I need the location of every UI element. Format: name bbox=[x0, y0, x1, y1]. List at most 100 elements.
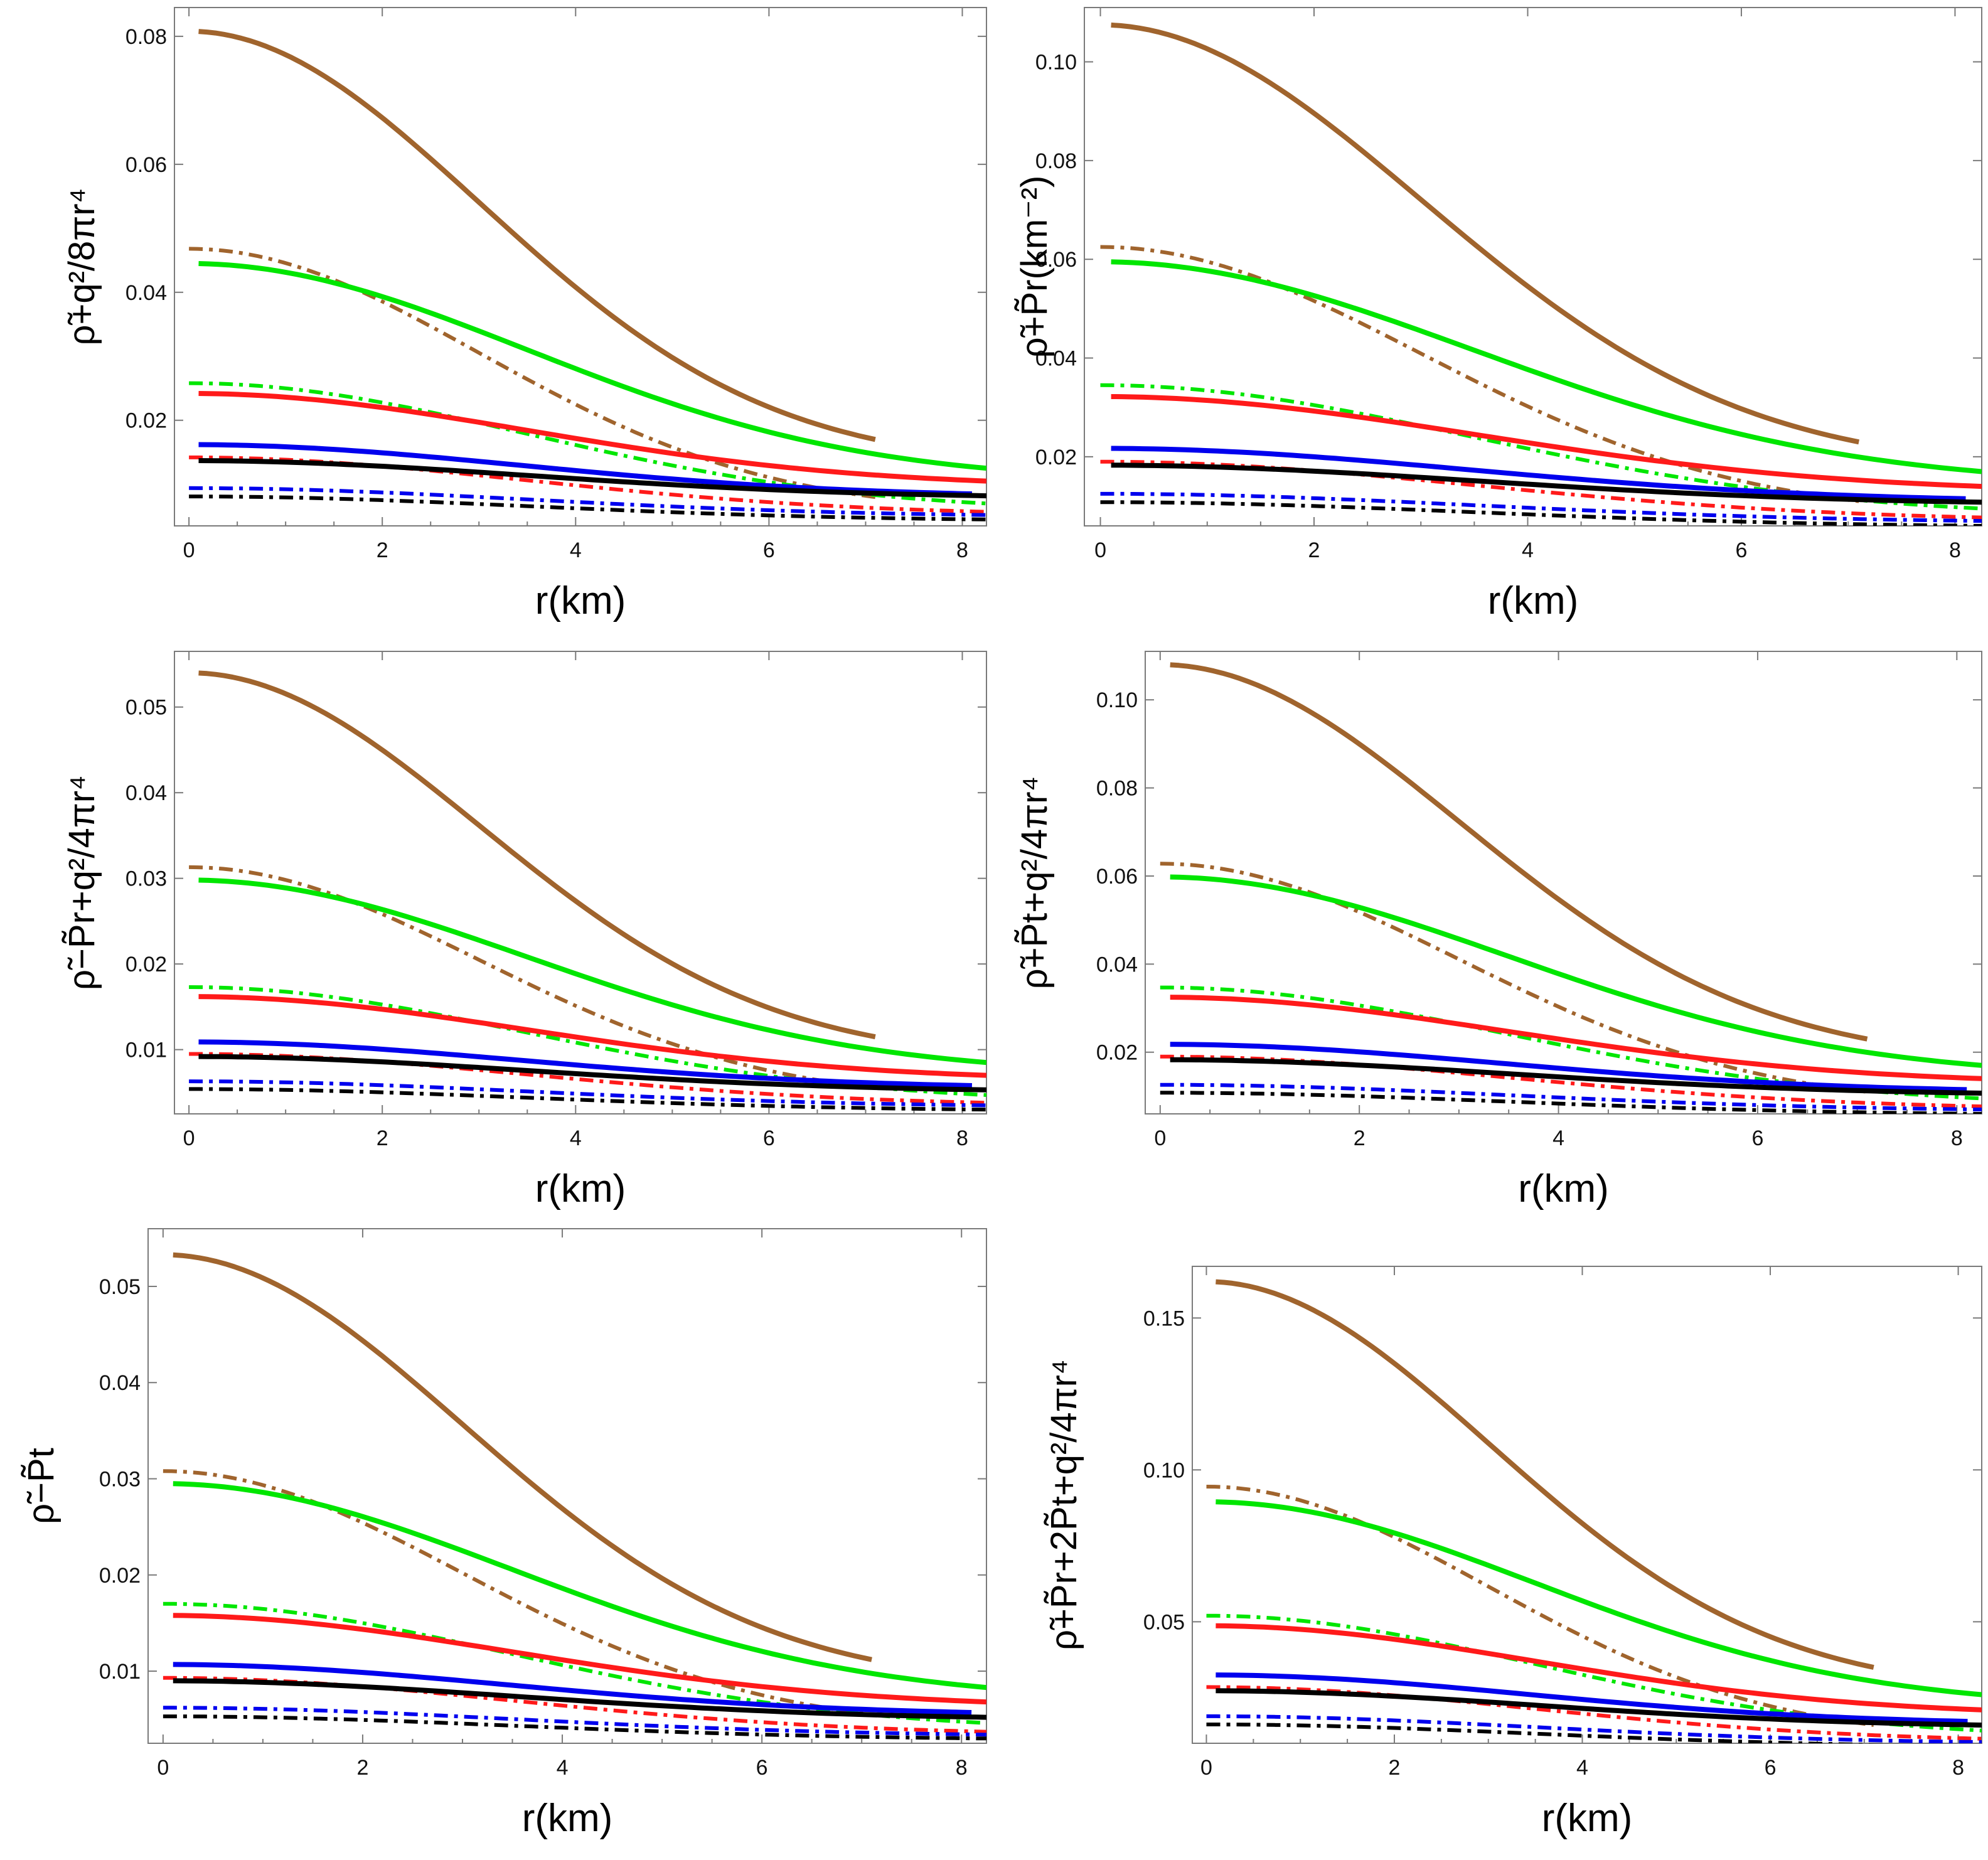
y-tick-label: 0.10 bbox=[1035, 51, 1077, 75]
y-tick-label: 0.08 bbox=[126, 25, 167, 49]
series-line-black-solid bbox=[1170, 1057, 1982, 1096]
series-line-black-dot-dashed bbox=[189, 1087, 986, 1112]
series-line-brown-dot-dashed bbox=[1160, 862, 1868, 1094]
series-line-red-dot-dashed bbox=[1160, 1054, 1982, 1109]
series-line-black-solid bbox=[198, 1054, 986, 1093]
x-tick-label: 6 bbox=[1736, 538, 1748, 562]
plot-frame bbox=[1192, 1266, 1982, 1744]
y-tick-label: 0.05 bbox=[126, 696, 167, 720]
series-line-green-solid bbox=[1170, 874, 1982, 1068]
y-tick-label: 0.02 bbox=[126, 953, 167, 976]
y-axis-label: ρ̃+P̃r+2P̃t+q²/4πr⁴ bbox=[1044, 1359, 1084, 1650]
x-tick-label: 8 bbox=[1949, 538, 1961, 562]
series-line-red-solid bbox=[198, 994, 986, 1078]
series-line-green-solid bbox=[1111, 259, 1982, 474]
x-tick-label: 0 bbox=[157, 1756, 169, 1780]
series-line-black-dot-dashed bbox=[163, 1714, 986, 1741]
x-tick-label: 2 bbox=[1308, 538, 1320, 562]
series-line-blue-solid bbox=[198, 1039, 973, 1088]
series-line-brown-dot-dashed bbox=[1206, 1485, 1874, 1727]
x-tick-label: 4 bbox=[570, 1126, 582, 1150]
y-tick-label: 0.02 bbox=[126, 409, 167, 433]
series-line-blue-dot-dashed bbox=[163, 1706, 986, 1737]
y-tick-label: 0.02 bbox=[1096, 1041, 1138, 1065]
series-line-black-solid bbox=[1111, 462, 1982, 505]
chart-panel-1: 0 2 4 6 8 0.02 0.04 0.06 0.08 r(km) ρ̃+q²/8πr⁴ bbox=[61, 7, 987, 623]
y-tick-label: 0.08 bbox=[1096, 777, 1138, 801]
y-tick-label: 0.08 bbox=[1035, 149, 1077, 173]
series-group bbox=[189, 29, 986, 521]
series-line-black-dot-dashed bbox=[1160, 1091, 1982, 1114]
y-tick-label: 0.06 bbox=[1096, 865, 1138, 889]
series-line-brown-dot-dashed bbox=[163, 1469, 872, 1716]
y-tick-label: 0.03 bbox=[126, 867, 167, 891]
series-group bbox=[1100, 22, 1982, 526]
y-tick-label: 0.03 bbox=[99, 1468, 141, 1492]
x-tick-label: 2 bbox=[1389, 1756, 1401, 1780]
y-tick-label: 0.01 bbox=[126, 1039, 167, 1062]
chart-panel-4: 0 2 4 6 8 0.02 0.04 0.06 0.08 0.10 r(km) ρ̃+P̃t+q²/… bbox=[1014, 651, 1982, 1211]
plot-frame bbox=[174, 7, 987, 526]
x-tick-label: 0 bbox=[1094, 538, 1106, 562]
series-line-blue-dot-dashed bbox=[1100, 491, 1982, 523]
x-tick-label: 4 bbox=[1552, 1126, 1564, 1150]
series-line-black-dot-dashed bbox=[189, 494, 986, 521]
x-tick-label: 2 bbox=[356, 1756, 368, 1780]
chart-panel-5: 0 2 4 6 8 0.01 0.02 0.03 0.04 0.05 r(km) ρ̃−P̃t bbox=[21, 1228, 987, 1840]
series-line-red-solid bbox=[1111, 394, 1982, 489]
series-line-black-solid bbox=[1216, 1688, 1982, 1728]
x-tick-label: 0 bbox=[183, 1126, 195, 1150]
chart-panel-2: 0 2 4 6 8 0.02 0.04 0.06 0.08 0.10 r(km) ρ̃+P̃r(km⁻… bbox=[1014, 7, 1982, 623]
plot-frame bbox=[174, 651, 987, 1114]
x-tick-label: 0 bbox=[1154, 1126, 1166, 1150]
x-tick-label: 8 bbox=[956, 1756, 968, 1780]
x-tick-label: 4 bbox=[557, 1756, 569, 1780]
y-tick-label: 0.10 bbox=[1096, 688, 1138, 712]
series-group bbox=[1206, 1279, 1982, 1743]
plot-frame bbox=[1084, 7, 1982, 526]
x-tick-label: 2 bbox=[377, 1126, 388, 1150]
x-tick-label: 6 bbox=[763, 538, 775, 562]
y-tick-label: 0.02 bbox=[1035, 446, 1077, 469]
series-line-blue-dot-dashed bbox=[189, 486, 986, 517]
x-tick-label: 4 bbox=[570, 538, 582, 562]
series-line-blue-solid bbox=[1111, 446, 1966, 501]
y-tick-label: 0.06 bbox=[1035, 248, 1077, 272]
series-line-brown-solid bbox=[1216, 1279, 1874, 1670]
x-axis-label: r(km) bbox=[1488, 579, 1579, 623]
x-tick-label: 0 bbox=[183, 538, 195, 562]
y-tick-label: 0.01 bbox=[99, 1660, 141, 1684]
series-line-red-solid bbox=[173, 1613, 986, 1705]
series-line-green-solid bbox=[198, 877, 986, 1066]
x-axis-label: r(km) bbox=[1542, 1797, 1633, 1840]
series-line-black-solid bbox=[173, 1678, 986, 1720]
series-line-brown-solid bbox=[1111, 22, 1860, 445]
y-tick-label: 0.05 bbox=[1143, 1610, 1185, 1634]
y-tick-label: 0.04 bbox=[126, 781, 167, 805]
chart-panel-6: 0 2 4 6 8 0.05 0.10 0.15 r(km) ρ̃+P̃r+2P̃t+q²/4πr… bbox=[1044, 1266, 1982, 1840]
series-line-blue-dot-dashed bbox=[1160, 1082, 1982, 1111]
series-line-black-solid bbox=[198, 458, 986, 499]
x-tick-label: 2 bbox=[1354, 1126, 1365, 1150]
series-line-red-dot-dashed bbox=[163, 1676, 986, 1734]
series-line-red-solid bbox=[1216, 1623, 1982, 1713]
series-line-green-solid bbox=[1216, 1499, 1982, 1697]
x-tick-label: 6 bbox=[1751, 1126, 1763, 1150]
y-tick-label: 0.04 bbox=[126, 281, 167, 305]
y-tick-label: 0.06 bbox=[126, 153, 167, 177]
x-axis-label: r(km) bbox=[522, 1797, 613, 1840]
series-line-blue-solid bbox=[173, 1662, 972, 1715]
y-axis-label: ρ̃+P̃t+q²/4πr⁴ bbox=[1014, 776, 1055, 990]
y-axis-label: ρ̃+q²/8πr⁴ bbox=[61, 188, 102, 345]
series-line-black-dot-dashed bbox=[1206, 1723, 1895, 1743]
y-axis-label: ρ̃−P̃t bbox=[21, 1448, 61, 1524]
y-tick-label: 0.04 bbox=[1096, 953, 1138, 976]
series-line-red-solid bbox=[1170, 995, 1982, 1081]
x-tick-label: 8 bbox=[956, 1126, 968, 1150]
series-line-brown-dot-dashed bbox=[1100, 245, 1859, 503]
series-line-blue-solid bbox=[1216, 1672, 1968, 1724]
x-tick-label: 8 bbox=[1952, 1756, 1964, 1780]
series-group bbox=[163, 1252, 986, 1741]
y-tick-label: 0.10 bbox=[1143, 1458, 1185, 1482]
